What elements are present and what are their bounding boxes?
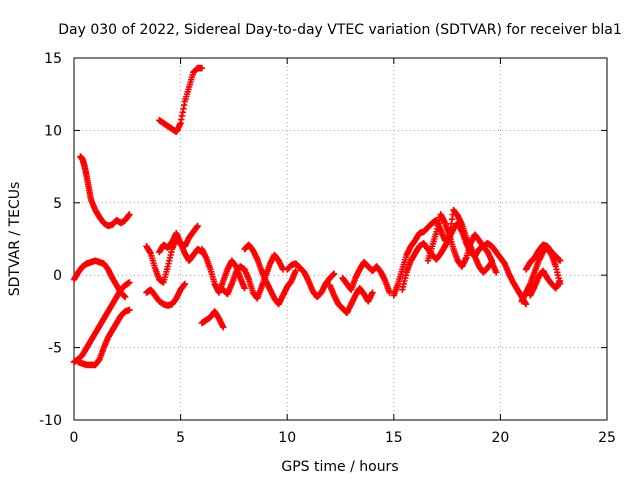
data-point (522, 300, 530, 308)
data-point (556, 257, 564, 264)
y-tick-label: 10 (44, 123, 62, 139)
x-tick-label: 0 (70, 430, 79, 446)
data-point (121, 293, 129, 301)
series-track-n (326, 282, 376, 317)
data-marks (70, 64, 564, 369)
grid-lines (74, 58, 607, 420)
y-axis-label: SDTVAR / TECUs (7, 182, 23, 297)
data-point (126, 279, 133, 286)
data-point (194, 222, 201, 230)
data-point (386, 289, 393, 296)
x-tick-label: 5 (176, 430, 185, 446)
series-track-b (70, 279, 133, 366)
series-track-p (390, 216, 496, 299)
data-point (126, 306, 133, 314)
series-track-c (75, 306, 133, 369)
data-point (181, 280, 189, 288)
data-point (220, 324, 227, 331)
data-point (126, 211, 133, 218)
series-track-j (198, 308, 227, 331)
x-axis-label: GPS time / hours (281, 459, 398, 475)
series-track-r (424, 211, 530, 308)
series-track-d (77, 153, 133, 230)
data-point (330, 270, 338, 277)
series-track-a (70, 257, 129, 301)
series-track-k (220, 251, 287, 302)
series-track-e (156, 64, 206, 136)
y-tick-label: 0 (53, 268, 62, 284)
x-tick-label: 25 (598, 430, 616, 446)
x-tick-label: 20 (491, 430, 509, 446)
chart-title: Day 030 of 2022, Sidereal Day-to-day VTE… (58, 22, 621, 38)
y-tick-label: 5 (53, 196, 62, 212)
series-track-l (241, 241, 299, 308)
plot-frame (73, 57, 608, 421)
data-point (292, 267, 299, 275)
series-track-h (156, 230, 206, 264)
series-track-q (399, 206, 500, 293)
data-point (556, 277, 564, 285)
data-point (241, 285, 248, 292)
y-tick-label: -10 (39, 413, 62, 429)
data-point (369, 289, 376, 296)
series-track-u (527, 267, 564, 299)
axis-ticks: 0 5 10 15 20 25 -10 -5 0 5 10 15 (39, 51, 616, 446)
y-tick-label: 15 (44, 51, 62, 67)
x-tick-label: 10 (278, 430, 296, 446)
series-track-o (339, 258, 393, 296)
series-track-t (522, 241, 564, 273)
y-tick-label: -5 (48, 341, 62, 357)
x-tick-label: 15 (385, 430, 403, 446)
series-track-g (143, 280, 189, 309)
data-point (492, 269, 500, 276)
series-track-m (284, 260, 338, 301)
data-point (198, 64, 206, 72)
